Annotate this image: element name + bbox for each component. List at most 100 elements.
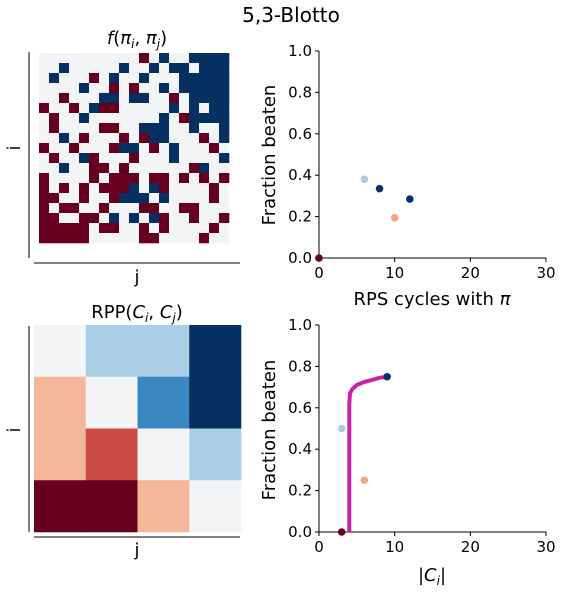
- heatmap-cell: [59, 163, 70, 174]
- heatmap-cell: [199, 153, 210, 164]
- heatmap-cell: [219, 153, 230, 164]
- heatmap-cell: [209, 203, 220, 214]
- heatmap-cell: [159, 203, 170, 214]
- heatmap-cell: [119, 103, 130, 114]
- heatmap-cell: [169, 123, 180, 134]
- heatmap-cell: [139, 143, 150, 154]
- heatmap-cell: [99, 73, 110, 84]
- heatmap-cell: [109, 173, 120, 184]
- heatmap-cell: [199, 123, 210, 134]
- heatmap-cell: [59, 53, 70, 64]
- heatmap-cell: [109, 133, 120, 144]
- heatmap-cell: [149, 73, 160, 84]
- heatmap-cell: [159, 83, 170, 94]
- heatmap-cell: [89, 133, 100, 144]
- scatter-point: [337, 424, 346, 433]
- heatmap-cell: [219, 93, 230, 104]
- heatmap-cell: [99, 103, 110, 114]
- payoff-heatmap-ylabel: i: [4, 145, 25, 150]
- heatmap-cell: [49, 93, 60, 104]
- heatmap-cell: [119, 53, 130, 64]
- heatmap-cell: [79, 233, 90, 244]
- heatmap-cell: [79, 93, 90, 104]
- heatmap-cell: [189, 143, 200, 154]
- heatmap-cell: [79, 73, 90, 84]
- heatmap-cell: [139, 203, 150, 214]
- heatmap-cell: [149, 63, 160, 74]
- heatmap-cell: [109, 213, 120, 224]
- heatmap-cell: [219, 213, 230, 224]
- heatmap-cell: [119, 133, 130, 144]
- heatmap-cell: [169, 223, 180, 234]
- heatmap-cell: [69, 83, 80, 94]
- heatmap-cell: [137, 325, 190, 378]
- heatmap-cell: [169, 103, 180, 114]
- heatmap-cell: [99, 123, 110, 134]
- heatmap-cell: [137, 480, 190, 533]
- heatmap-cell: [139, 193, 150, 204]
- heatmap-cell: [69, 163, 80, 174]
- heatmap-cell: [189, 53, 200, 64]
- heatmap-cell: [69, 113, 80, 124]
- heatmap-cell: [79, 103, 90, 114]
- heatmap-cell: [119, 183, 130, 194]
- rps-scatter-ylabel: Fraction beaten: [259, 85, 280, 226]
- heatmap-cell: [89, 153, 100, 164]
- heatmap-cell: [169, 153, 180, 164]
- heatmap-cell: [209, 83, 220, 94]
- heatmap-cell: [149, 143, 160, 154]
- heatmap-cell: [69, 133, 80, 144]
- heatmap-cell: [149, 123, 160, 134]
- heatmap-cell: [179, 153, 190, 164]
- heatmap-cell: [59, 193, 70, 204]
- heatmap-cell: [209, 123, 220, 134]
- heatmap-cell: [99, 113, 110, 124]
- heatmap-cell: [169, 133, 180, 144]
- heatmap-cell: [149, 213, 160, 224]
- heatmap-cell: [39, 53, 50, 64]
- heatmap-cell: [159, 153, 170, 164]
- heatmap-cell: [89, 113, 100, 124]
- heatmap-cell: [59, 143, 70, 154]
- heatmap-cell: [179, 223, 190, 234]
- heatmap-cell: [129, 103, 140, 114]
- heatmap-cell: [129, 163, 140, 174]
- heatmap-cell: [129, 93, 140, 104]
- heatmap-cell: [149, 153, 160, 164]
- rpp-heatmap-title: RPP(Ci, Cj): [91, 302, 183, 325]
- x-tick-label: 10: [385, 264, 404, 282]
- heatmap-cell: [139, 163, 150, 174]
- x-tick-label: 30: [536, 264, 555, 282]
- scatter-point: [360, 476, 369, 485]
- heatmap-cell: [39, 93, 50, 104]
- heatmap-cell: [34, 325, 87, 378]
- heatmap-cell: [69, 183, 80, 194]
- heatmap-cell: [219, 183, 230, 194]
- heatmap-cell: [159, 213, 170, 224]
- heatmap-cell: [209, 163, 220, 174]
- heatmap-cell: [209, 73, 220, 84]
- heatmap-cell: [79, 143, 90, 154]
- heatmap-cell: [119, 73, 130, 84]
- heatmap-cell: [199, 213, 210, 224]
- heatmap-cell: [149, 233, 160, 244]
- heatmap-cell: [129, 233, 140, 244]
- heatmap-cell: [79, 123, 90, 134]
- heatmap-cell: [99, 173, 110, 184]
- figure-suptitle: 5,3-Blotto: [242, 3, 340, 27]
- heatmap-cell: [59, 73, 70, 84]
- heatmap-cell: [169, 213, 180, 224]
- heatmap-cell: [69, 193, 80, 204]
- heatmap-cell: [179, 193, 190, 204]
- heatmap-cell: [79, 83, 90, 94]
- heatmap-cell: [89, 123, 100, 134]
- heatmap-cell: [199, 193, 210, 204]
- heatmap-cell: [209, 63, 220, 74]
- heatmap-cell: [99, 183, 110, 194]
- heatmap-cell: [129, 53, 140, 64]
- heatmap-cell: [129, 223, 140, 234]
- heatmap-cell: [49, 193, 60, 204]
- heatmap-cell: [89, 233, 100, 244]
- heatmap-cell: [209, 223, 220, 234]
- heatmap-cell: [189, 203, 200, 214]
